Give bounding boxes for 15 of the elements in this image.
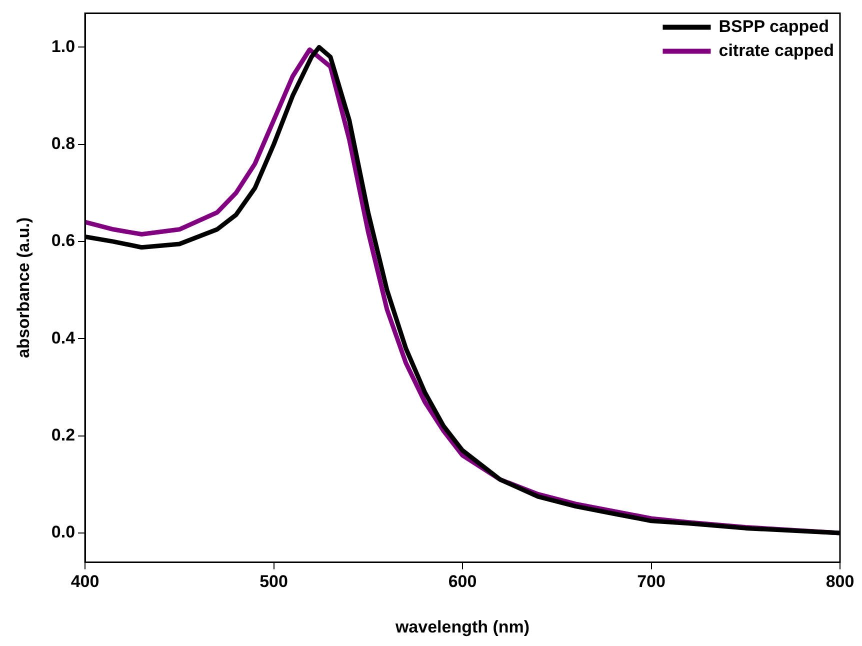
y-tick-label: 1.0: [51, 36, 76, 56]
x-tick-label: 500: [260, 572, 288, 592]
x-tick-label: 800: [826, 572, 854, 592]
y-tick-label: 0.0: [51, 522, 76, 542]
x-tick-label: 700: [637, 572, 666, 592]
legend-label: citrate capped: [718, 40, 834, 60]
y-axis-title: absorbance (a.u.): [14, 217, 33, 358]
x-axis-title: wavelength (nm): [394, 617, 530, 636]
y-tick-label: 0.8: [51, 134, 76, 154]
x-tick-label: 400: [70, 572, 100, 592]
y-tick-label: 0.2: [51, 426, 76, 445]
y-tick-label: 0.6: [51, 231, 76, 250]
x-tick-label: 600: [448, 572, 477, 592]
legend-label: BSPP capped: [718, 16, 829, 36]
y-tick-label: 0.4: [51, 328, 76, 348]
